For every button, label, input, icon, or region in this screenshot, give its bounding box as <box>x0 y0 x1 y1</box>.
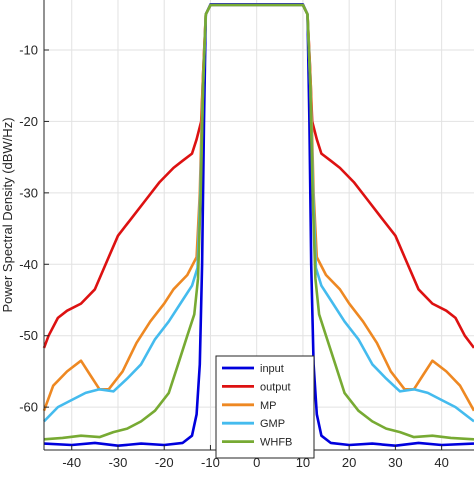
x-tick-label: -30 <box>109 455 128 470</box>
x-tick-label: 20 <box>342 455 356 470</box>
x-tick-label: 30 <box>388 455 402 470</box>
x-tick-label: 40 <box>434 455 448 470</box>
y-tick-label: -50 <box>19 328 38 343</box>
legend: input output MP GMP WHFB <box>215 355 315 459</box>
tick-labels: -40 -30 -20 -10 0 10 20 30 40 -10 -20 -30 -40 -50 -60 <box>19 43 449 471</box>
x-tick-label: -40 <box>62 455 81 470</box>
y-tick-label: -30 <box>19 185 38 200</box>
x-tick-label: 10 <box>296 455 310 470</box>
legend-label-output: output <box>260 381 291 393</box>
series-line-whfb <box>43 3 474 441</box>
legend-label-gmp: GMP <box>260 418 285 430</box>
x-tick-label: -20 <box>155 455 174 470</box>
series-lines <box>42 3 474 447</box>
legend-label-whfb: WHFB <box>260 437 292 449</box>
x-tick-label: -10 <box>201 455 220 470</box>
y-axis-label: Power Spectral Density (dBW/Hz) <box>0 117 15 312</box>
legend-label-input: input <box>260 363 284 375</box>
x-tick-label: 0 <box>253 455 260 470</box>
y-tick-label: -20 <box>19 114 38 129</box>
y-tick-label: -40 <box>19 257 38 272</box>
y-tick-label: -10 <box>19 43 38 58</box>
y-tick-label: -60 <box>19 400 38 415</box>
legend-label-mp: MP <box>260 400 277 412</box>
